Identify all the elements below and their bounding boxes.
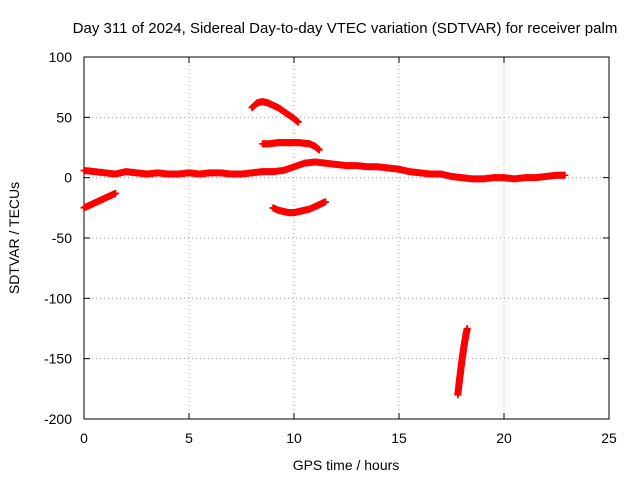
x-tick-label: 5 (185, 430, 193, 446)
data-points (80, 98, 569, 399)
y-tick-label: -50 (52, 230, 72, 246)
series-arc-4 (269, 198, 329, 217)
x-tick-label: 15 (391, 430, 407, 446)
y-tick-label: 0 (64, 170, 72, 186)
series-main-band (80, 158, 569, 183)
x-tick-label: 20 (496, 430, 512, 446)
x-tick-label: 25 (601, 430, 617, 446)
y-axis-label: SDTVAR / TECUs (6, 182, 22, 294)
data-point (294, 118, 302, 126)
y-tick-label: -150 (44, 351, 72, 367)
series-arc-1 (80, 189, 119, 212)
x-tick-label: 10 (286, 430, 302, 446)
y-tick-label: -100 (44, 290, 72, 306)
chart-title: Day 311 of 2024, Sidereal Day-to-day VTE… (73, 20, 618, 37)
y-tick-label: 50 (56, 109, 72, 125)
data-point (322, 198, 329, 206)
axis-ticks (83, 56, 610, 420)
y-tick-label: 100 (49, 49, 73, 65)
data-point (315, 146, 323, 154)
axis-tick-labels: 0 5 10 15 20 25 -200 -150 -100 -50 0 50 100 (44, 49, 617, 446)
x-axis-label: GPS time / hours (293, 457, 400, 473)
y-tick-label: -200 (44, 411, 72, 427)
data-point (112, 189, 119, 197)
plot-frame (83, 56, 610, 420)
series-arc-2 (248, 98, 302, 126)
series-arc-3 (259, 139, 323, 154)
grid-lines (84, 57, 609, 419)
data-point (561, 171, 569, 179)
data-point (463, 325, 471, 332)
x-tick-label: 0 (80, 430, 88, 446)
series-arc-5 (454, 325, 471, 399)
